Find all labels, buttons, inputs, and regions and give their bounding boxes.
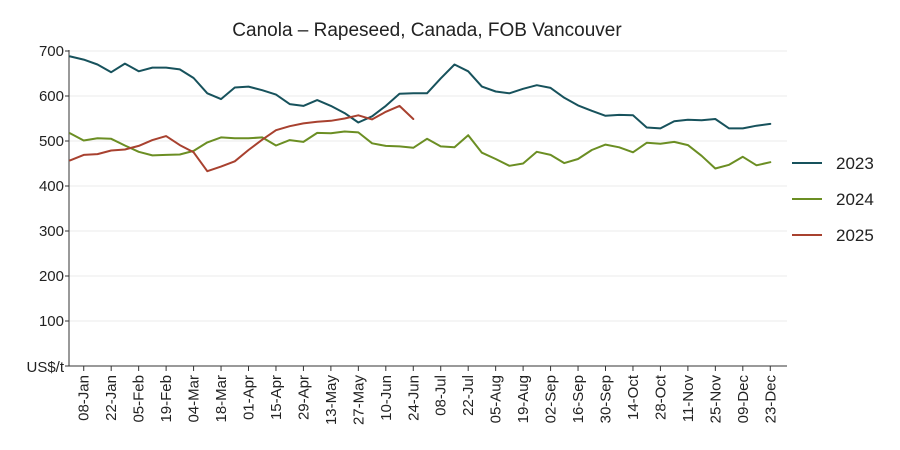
x-tick-label: 11-Nov [680,375,697,423]
series-lines [69,55,772,173]
series-line-2024 [69,130,772,170]
x-tick-label: 19-Feb [158,375,175,423]
x-tick-label: 16-Sep [570,375,587,423]
y-tick-label: 200 [39,268,64,285]
x-tick-label: 01-Apr [241,375,258,420]
y-axis-unit-label: US$/t [26,359,64,376]
x-tick-label: 09-Dec [735,375,752,424]
x-tick-label: 10-Jun [378,375,395,421]
grid [69,50,787,322]
series-line-2025 [69,104,415,173]
chart-title: Canola – Rapeseed, Canada, FOB Vancouver [232,20,622,41]
x-tick-label: 22-Jul [460,375,477,416]
y-tick-label: 500 [39,133,64,150]
legend: 2023 2024 2025 [792,154,874,245]
x-tick-label: 05-Aug [488,375,505,423]
y-tick-label: 100 [39,313,64,330]
x-tick-label: 15-Apr [268,375,285,420]
axes: 100 200 300 400 500 600 700 US$/t 08-Jan 22-Jan 05… [26,43,787,425]
x-tick-label: 04-Mar [186,375,203,423]
x-tick-label: 08-Jan [76,375,93,421]
x-tick-label: 19-Aug [515,375,532,423]
x-tick-label: 02-Sep [543,375,560,423]
x-tick-label: 13-May [323,375,340,426]
y-tick-label: 400 [39,178,64,195]
series-line-2023 [69,55,772,130]
x-tick-label: 23-Dec [762,375,779,424]
x-tick-label: 28-Oct [652,374,669,420]
x-tick-label: 25-Nov [707,375,724,424]
x-tick-label: 24-Jun [405,375,422,421]
x-tick-label: 27-May [350,375,367,426]
y-tick-label: 300 [39,223,64,240]
legend-label-2023: 2023 [836,154,874,173]
x-tick-label: 08-Jul [433,375,450,416]
y-tick-label: 700 [39,43,64,60]
x-tick-label: 05-Feb [131,375,148,423]
x-tick-label: 29-Apr [295,375,312,420]
x-tick-label: 30-Sep [598,375,615,423]
y-tick-label: 600 [39,88,64,105]
x-tick-label: 22-Jan [103,375,120,421]
x-tick-label: 14-Oct [625,374,642,420]
x-tick-label: 18-Mar [213,375,230,423]
legend-label-2024: 2024 [836,190,874,209]
legend-label-2025: 2025 [836,226,874,245]
